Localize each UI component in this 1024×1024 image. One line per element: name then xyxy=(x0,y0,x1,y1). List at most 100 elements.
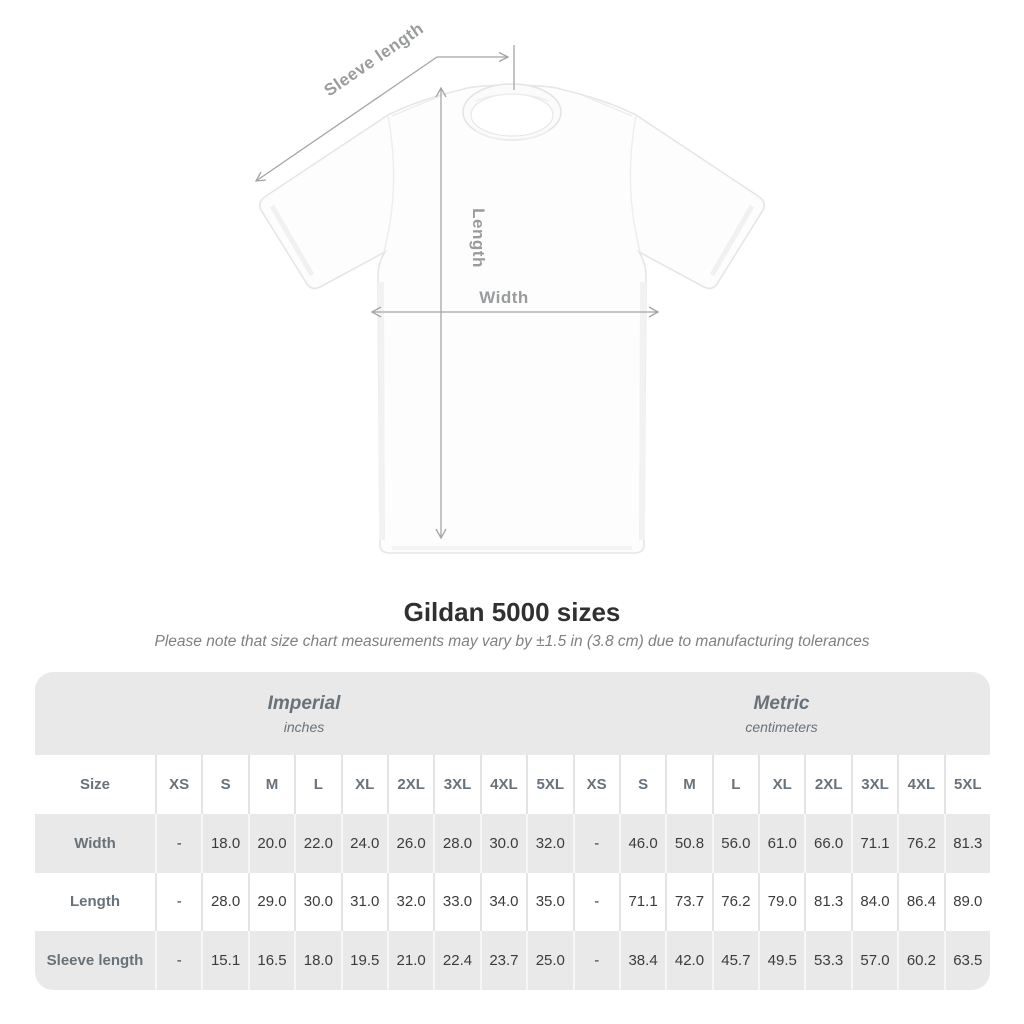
table-cell: 24.0 xyxy=(340,813,387,873)
table-row-width: Width -18.0 20.0 22.0 24.0 26.0 28.0 30.0 32.0-… xyxy=(35,813,990,873)
table-row-sleeve-length: Sleeve length -15.1 16.5 18.0 19.5 21.0 22.4 2… xyxy=(35,931,990,990)
table-cell: - xyxy=(155,931,201,990)
table-cell: 25.0 xyxy=(526,931,572,990)
left-shoulder-seam xyxy=(391,95,441,117)
table-cell: 20.0 xyxy=(247,813,294,873)
metric-unit-label: centimeters xyxy=(745,718,818,735)
table-cell: 71.1 xyxy=(618,872,665,932)
table-cell: 57.0 xyxy=(850,931,897,990)
collar-stitch xyxy=(475,130,549,142)
size-column-header: 5XL xyxy=(943,755,990,814)
table-cell: 50.8 xyxy=(665,813,711,873)
table-cell: 18.0 xyxy=(201,813,247,873)
table-cell: 15.1 xyxy=(201,931,247,990)
table-cell: 28.0 xyxy=(201,872,247,932)
page-title: Gildan 5000 sizes xyxy=(403,597,621,627)
size-column-header: 4XL xyxy=(897,755,943,814)
table-cell: 45.7 xyxy=(711,931,758,990)
table-cell: 81.3 xyxy=(804,872,850,932)
shading-left-cuff xyxy=(269,204,315,277)
imperial-label: Imperial xyxy=(267,692,341,714)
table-cell: 32.0 xyxy=(526,813,572,873)
table-cell: 81.3 xyxy=(943,813,990,873)
table-cell: - xyxy=(572,931,619,990)
table-cell: 30.0 xyxy=(294,872,340,932)
right-shoulder-seam xyxy=(583,95,633,117)
size-column-header: XL xyxy=(340,755,387,814)
table-cell: 18.0 xyxy=(294,931,340,990)
size-column-header: M xyxy=(247,755,294,814)
table-cell: 34.0 xyxy=(479,872,526,932)
table-cell: - xyxy=(155,872,201,932)
table-cell: 35.0 xyxy=(526,872,572,932)
table-cell: 76.2 xyxy=(711,872,758,932)
shading-right-cuff xyxy=(709,204,755,277)
imperial-unit-label: inches xyxy=(283,718,325,735)
table-cell: 16.5 xyxy=(247,931,294,990)
size-column-header: 2XL xyxy=(804,755,850,814)
size-column-header: 2XL xyxy=(386,755,433,814)
table-cell: 49.5 xyxy=(758,931,804,990)
table-cell: 32.0 xyxy=(386,872,433,932)
table-cell: 22.4 xyxy=(433,931,479,990)
table-cell: 38.4 xyxy=(618,931,665,990)
tshirt-diagram-svg: Sleeve length Length Width xyxy=(254,19,765,554)
table-cell: 66.0 xyxy=(804,813,850,873)
width-arrow xyxy=(370,306,660,318)
table-cell: 19.5 xyxy=(340,931,387,990)
size-column-header: 3XL xyxy=(433,755,479,814)
table-cell: 26.0 xyxy=(386,813,433,873)
right-sleeve-seam xyxy=(629,115,641,253)
size-column-header: L xyxy=(711,755,758,814)
size-column-header: 5XL xyxy=(526,755,572,814)
table-cell: 61.0 xyxy=(758,813,804,873)
tshirt-graphic xyxy=(259,83,765,554)
metric-label: Metric xyxy=(753,692,810,714)
table-cell: 29.0 xyxy=(247,872,294,932)
size-column-header: L xyxy=(294,755,340,814)
shading-right xyxy=(639,281,646,541)
table-cell: 30.0 xyxy=(479,813,526,873)
table-cell: 28.0 xyxy=(433,813,479,873)
length-label: Length xyxy=(469,208,488,268)
table-cell: 53.3 xyxy=(804,931,850,990)
table-cell: 56.0 xyxy=(711,813,758,873)
size-column-header: XL xyxy=(758,755,804,814)
table-cell: 71.1 xyxy=(850,813,897,873)
title-block: Gildan 5000 sizes Please note that size … xyxy=(0,597,1024,651)
table-cell: 63.5 xyxy=(943,931,990,990)
table-cell: 89.0 xyxy=(943,872,990,932)
width-label: Width xyxy=(479,288,529,307)
table-cell: 76.2 xyxy=(897,813,943,873)
metric-section-header: Metric centimeters xyxy=(573,672,990,755)
size-column-header: S xyxy=(201,755,247,814)
size-column-header: XS xyxy=(155,755,201,814)
size-header-row: Size XS S M L XL 2XL 3XL 4XL 5XL XS S M L XL 2XL 3XL 4XL… xyxy=(35,755,990,814)
imperial-section-header: Imperial inches xyxy=(35,672,573,755)
size-column-header: 3XL xyxy=(850,755,897,814)
size-column-header: XS xyxy=(572,755,619,814)
tshirt-measurement-diagram: Sleeve length Length Width xyxy=(254,19,765,554)
row-label: Length xyxy=(70,893,120,911)
length-arrow xyxy=(435,86,447,540)
table-cell: - xyxy=(572,813,619,873)
tshirt-body xyxy=(259,84,765,554)
table-row-length: Length -28.0 29.0 30.0 31.0 32.0 33.0 34.0 35.0… xyxy=(35,872,990,932)
table-cell: 46.0 xyxy=(618,813,665,873)
size-table: Imperial inches Metric centimeters Size … xyxy=(35,672,990,990)
table-cell: 31.0 xyxy=(340,872,387,932)
size-column-header: M xyxy=(665,755,711,814)
measurement-arrows xyxy=(254,45,660,540)
sleeve-length-arrow xyxy=(254,45,515,182)
table-cell: - xyxy=(572,872,619,932)
table-cell: 23.7 xyxy=(479,931,526,990)
shading-left xyxy=(378,281,385,541)
table-cell: 42.0 xyxy=(665,931,711,990)
size-column-header: S xyxy=(618,755,665,814)
unit-header-band: Imperial inches Metric centimeters xyxy=(35,672,990,755)
table-cell: 73.7 xyxy=(665,872,711,932)
table-cell: 33.0 xyxy=(433,872,479,932)
table-cell: 22.0 xyxy=(294,813,340,873)
table-cell: 60.2 xyxy=(897,931,943,990)
